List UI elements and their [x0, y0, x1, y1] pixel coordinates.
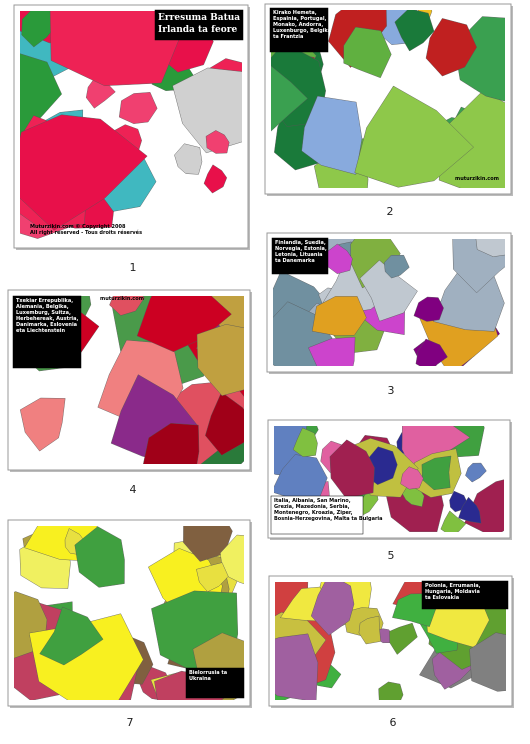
region: [20, 114, 148, 231]
caption-line: Polonia, Errumania,: [425, 583, 481, 589]
region: [301, 95, 363, 175]
footer-text: muturzikin.com: [455, 176, 499, 182]
thumbnail-number: 6: [390, 716, 397, 729]
caption-box: [12, 295, 82, 369]
region: [425, 18, 477, 77]
region: [389, 622, 418, 655]
region: [49, 11, 184, 87]
region: [400, 466, 424, 490]
region: [205, 391, 244, 456]
caption-line: Grezia, Mazedonia, Serbia,: [274, 504, 350, 510]
caption-line: Alemania, Belgika,: [16, 304, 69, 310]
caption-line: ta Frantzia: [273, 34, 303, 40]
caption-line: Montenegro, Kroazia, Ziper,: [274, 510, 353, 516]
region: [196, 324, 244, 396]
map: [273, 239, 505, 366]
thumbnail[interactable]: Finlandia, Suedia,Norvegia, Estonia,Leto…: [256, 214, 521, 387]
region: [172, 67, 242, 154]
region: [292, 427, 318, 457]
region: [383, 254, 410, 279]
caption-line: Norvegia, Estonia,: [275, 246, 327, 252]
region: [196, 562, 229, 593]
region: [421, 455, 452, 491]
caption-box: [421, 580, 509, 610]
region: [440, 510, 467, 532]
region: [109, 296, 145, 316]
caption-line: Danimarka, Eslovenia: [16, 322, 77, 328]
map: [274, 426, 504, 532]
caption-line: Hungaria, Moldavia: [425, 589, 480, 595]
thumbnail[interactable]: Erresuma Batua Irlanda ta feore Muturzikin…: [0, 0, 265, 250]
region: [74, 526, 125, 588]
caption-line: Luxemburg, Suitza,: [16, 310, 71, 316]
caption-line: Letonia, Lituania: [275, 252, 323, 258]
region: [19, 397, 66, 452]
region: [354, 85, 474, 188]
thumbnail-number: 2: [387, 205, 394, 218]
thumbnail[interactable]: Polonia, Errumania,Hungaria, Moldaviata …: [251, 548, 530, 711]
caption-line: Bielorrusia ta: [189, 670, 227, 676]
caption-line: Herbehereak, Austria,: [16, 316, 79, 322]
region: [39, 606, 104, 666]
caption-line: eta Liechtenstein: [16, 328, 66, 334]
region: [394, 10, 435, 52]
region: [329, 439, 375, 499]
region: [143, 422, 200, 464]
region: [203, 164, 228, 194]
footer-text: muturzikin.com: [100, 296, 144, 302]
region: [475, 239, 505, 257]
region: [413, 296, 444, 322]
thumbnail-number: 7: [127, 716, 134, 729]
caption-line: ta Danemarka: [275, 258, 315, 264]
region: [311, 296, 367, 336]
caption-line: Ukraina: [189, 676, 211, 682]
region: [205, 130, 230, 154]
thumbnail[interactable]: Txekiar Errepublika,Alemania, Belgika,Lu…: [7, 260, 294, 488]
map: [20, 11, 242, 239]
caption-line: Italia, Albania, San Marino,: [274, 498, 351, 504]
thumbnail-number: 5: [388, 549, 395, 562]
caption-line: Txekiar Errepublika,: [16, 298, 73, 304]
caption-box: [271, 237, 329, 275]
map-title: Irlanda ta feore: [158, 25, 237, 35]
caption-box: [185, 667, 245, 699]
region: [458, 496, 482, 524]
region: [310, 582, 355, 636]
thumbnail-number: 3: [388, 384, 395, 397]
footer-text: Muturzikin.com © Copyright 2008: [30, 224, 126, 230]
caption-line: Espainia, Portugal,: [273, 16, 327, 22]
region: [465, 462, 487, 483]
thumbnail[interactable]: Kirako Hemeta,Espainia, Portugal,Monako,…: [248, 0, 530, 219]
thumbnail[interactable]: Italia, Albania, San Marino,Grezia, Maze…: [251, 397, 530, 540]
map: [271, 10, 505, 188]
caption-line: Finlandia, Suedia,: [275, 240, 326, 246]
region: [271, 65, 308, 132]
caption-line: Kirako Hemeta,: [273, 10, 317, 16]
caption-line: Bosnia-Herzegovina, Malta ta Bulgaria: [274, 516, 383, 522]
region: [174, 143, 203, 175]
region: [378, 681, 404, 700]
thumbnail-number: 1: [130, 261, 137, 274]
caption-line: Monako, Andorra,: [273, 22, 323, 28]
region: [118, 92, 158, 124]
caption-box: [270, 495, 364, 535]
region: [358, 615, 381, 645]
region: [343, 26, 392, 79]
region: [275, 633, 319, 700]
thumbnail-number: 4: [130, 483, 137, 496]
footer-text: All right reserved - Tous droits réservé…: [30, 229, 142, 236]
map-title: Erresuma Batua: [158, 13, 240, 23]
region: [21, 11, 56, 48]
caption-box: [269, 7, 329, 53]
caption-line: ta Eslovakia: [425, 595, 459, 601]
region: [415, 338, 448, 366]
region: [469, 632, 506, 692]
caption-box: [154, 9, 244, 41]
region: [308, 336, 356, 366]
caption-line: Luxenburgo, Belgika: [273, 28, 331, 34]
